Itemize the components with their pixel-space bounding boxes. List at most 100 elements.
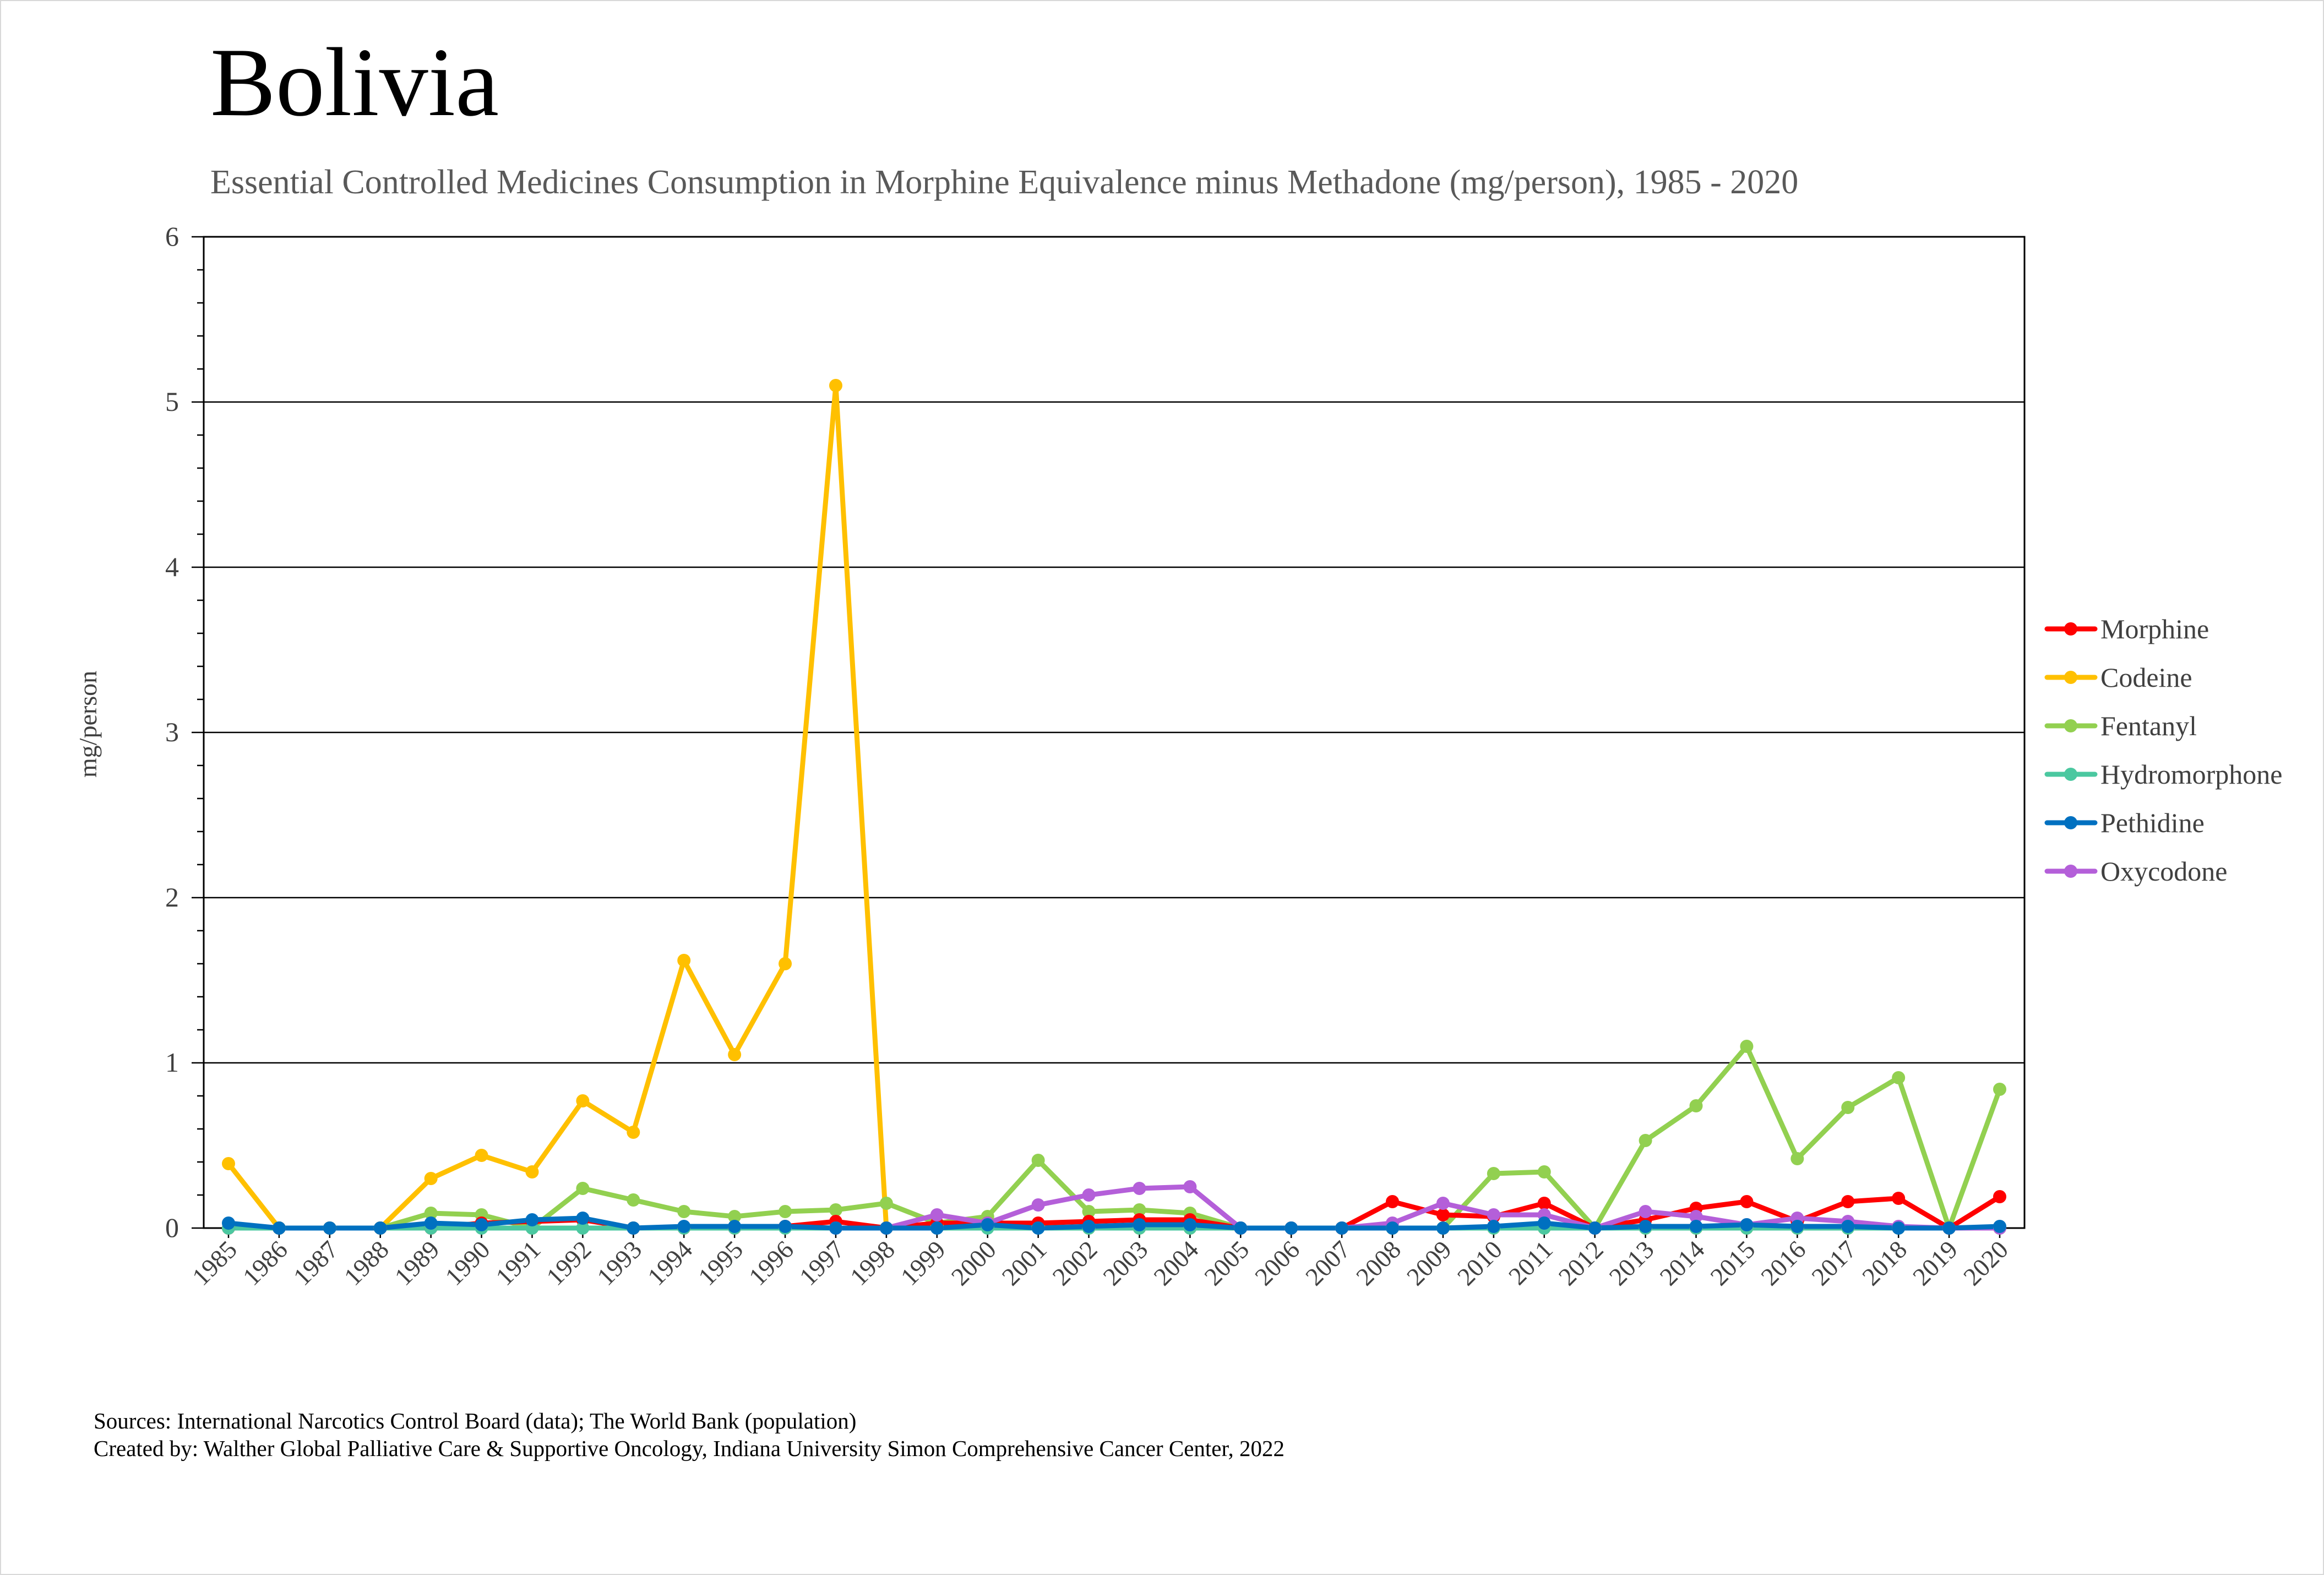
fentanyl-point bbox=[1487, 1167, 1500, 1180]
codeine-line bbox=[226, 383, 2002, 1231]
fentanyl-point bbox=[1082, 1205, 1096, 1218]
pethidine-point bbox=[323, 1221, 336, 1235]
x-tick-label: 2004 bbox=[1148, 1235, 1204, 1291]
codeine-point bbox=[627, 1126, 640, 1139]
oxycodone-legend-marker bbox=[2064, 865, 2077, 878]
x-tick-label: 2011 bbox=[1503, 1235, 1558, 1290]
created-by-text: Created by: Walther Global Palliative Ca… bbox=[94, 1436, 1285, 1461]
axes bbox=[192, 236, 2026, 1238]
fentanyl-point bbox=[879, 1197, 893, 1210]
x-tick-label: 2006 bbox=[1249, 1235, 1305, 1291]
morphine-point bbox=[1993, 1190, 2006, 1203]
codeine-legend-marker bbox=[2064, 671, 2077, 684]
codeine-point bbox=[424, 1172, 438, 1185]
pethidine-point bbox=[829, 1221, 842, 1235]
pethidine-point bbox=[1183, 1218, 1197, 1231]
pethidine-point bbox=[525, 1213, 539, 1226]
oxycodone-point bbox=[1689, 1210, 1703, 1223]
fentanyl-point bbox=[1993, 1083, 2006, 1096]
fentanyl-point bbox=[728, 1210, 742, 1223]
morphine-point bbox=[1740, 1195, 1754, 1208]
pethidine-point bbox=[728, 1220, 742, 1233]
fentanyl-point bbox=[677, 1205, 691, 1218]
codeine-legend-label: Codeine bbox=[2100, 662, 2192, 693]
x-tick-labels: 1985198619871988198919901991199219931994… bbox=[187, 1235, 2013, 1291]
pethidine-point bbox=[1740, 1218, 1754, 1231]
fentanyl-point bbox=[1740, 1040, 1754, 1053]
pethidine-point bbox=[1588, 1221, 1602, 1235]
x-tick-label: 1986 bbox=[237, 1235, 293, 1291]
x-tick-label: 2002 bbox=[1047, 1235, 1102, 1291]
pethidine-point bbox=[475, 1218, 488, 1231]
codeine-point bbox=[779, 957, 792, 970]
x-tick-label: 1989 bbox=[389, 1235, 445, 1291]
fentanyl-point bbox=[1841, 1101, 1855, 1114]
x-tick-label: 2018 bbox=[1857, 1235, 1912, 1291]
fentanyl-point bbox=[1031, 1154, 1045, 1167]
hydromorphone-legend-marker bbox=[2064, 768, 2077, 781]
pethidine-point bbox=[1942, 1221, 1956, 1235]
chart-title: Bolivia bbox=[210, 28, 499, 137]
x-tick-label: 1987 bbox=[288, 1235, 344, 1291]
pethidine-point bbox=[1892, 1221, 1906, 1235]
pethidine-point bbox=[1133, 1218, 1146, 1231]
x-tick-label: 2007 bbox=[1300, 1235, 1356, 1291]
fentanyl-point bbox=[424, 1207, 438, 1220]
x-tick-label: 1988 bbox=[339, 1235, 394, 1291]
codeine-point bbox=[677, 954, 691, 967]
x-tick-label: 2009 bbox=[1401, 1235, 1457, 1291]
y-tick-label: 1 bbox=[165, 1047, 179, 1078]
x-tick-label: 2001 bbox=[997, 1235, 1052, 1291]
oxycodone-point bbox=[1639, 1205, 1652, 1218]
morphine-point bbox=[1841, 1195, 1855, 1208]
x-tick-label: 1994 bbox=[642, 1235, 698, 1291]
fentanyl-point bbox=[627, 1193, 640, 1207]
fentanyl-point bbox=[1639, 1134, 1652, 1147]
fentanyl-point bbox=[576, 1182, 590, 1195]
oxycodone-line bbox=[833, 1184, 2002, 1231]
fentanyl-point bbox=[1790, 1152, 1804, 1165]
pethidine-point bbox=[627, 1221, 640, 1235]
y-tick-label: 2 bbox=[165, 882, 179, 913]
y-tick-label: 4 bbox=[165, 551, 179, 582]
y-tick-label: 0 bbox=[165, 1212, 179, 1243]
hydromorphone-legend-label: Hydromorphone bbox=[2100, 759, 2283, 790]
pethidine-point bbox=[272, 1221, 286, 1235]
x-tick-label: 1992 bbox=[541, 1235, 596, 1291]
x-tick-label: 2015 bbox=[1705, 1235, 1760, 1291]
pethidine-point bbox=[1689, 1220, 1703, 1233]
series-lines bbox=[226, 383, 2002, 1231]
x-tick-label: 2016 bbox=[1755, 1235, 1811, 1291]
x-tick-label: 2020 bbox=[1958, 1235, 2013, 1291]
pethidine-line bbox=[226, 1215, 2002, 1231]
x-tick-label: 2012 bbox=[1553, 1235, 1609, 1291]
morphine-legend-marker bbox=[2064, 622, 2077, 636]
pethidine-point bbox=[779, 1220, 792, 1233]
pethidine-point bbox=[1537, 1216, 1551, 1230]
fentanyl-point bbox=[829, 1203, 842, 1216]
x-tick-label: 2003 bbox=[1097, 1235, 1153, 1291]
x-tick-label: 1997 bbox=[794, 1235, 850, 1291]
pethidine-legend-label: Pethidine bbox=[2100, 807, 2205, 838]
pethidine-point bbox=[576, 1212, 590, 1225]
fentanyl-point bbox=[1133, 1203, 1146, 1216]
pethidine-point bbox=[1790, 1220, 1804, 1233]
pethidine-point bbox=[1031, 1221, 1045, 1235]
oxycodone-point bbox=[930, 1208, 944, 1221]
codeine-point bbox=[728, 1048, 742, 1061]
pethidine-point bbox=[1386, 1221, 1400, 1235]
x-tick-label: 2005 bbox=[1199, 1235, 1254, 1291]
x-tick-label: 2008 bbox=[1351, 1235, 1406, 1291]
x-tick-label: 2017 bbox=[1806, 1235, 1862, 1291]
fentanyl-legend-label: Fentanyl bbox=[2100, 710, 2197, 741]
morphine-point bbox=[1892, 1192, 1906, 1205]
footer-notes: Sources: International Narcotics Control… bbox=[94, 1407, 1285, 1462]
pethidine-point bbox=[1234, 1221, 1248, 1235]
y-axis-label: mg/person bbox=[74, 671, 102, 778]
x-tick-label: 1990 bbox=[440, 1235, 496, 1291]
codeine-point bbox=[222, 1157, 235, 1170]
x-tick-label: 2019 bbox=[1907, 1235, 1963, 1291]
x-tick-label: 2014 bbox=[1654, 1235, 1710, 1291]
oxycodone-point bbox=[1487, 1208, 1500, 1221]
